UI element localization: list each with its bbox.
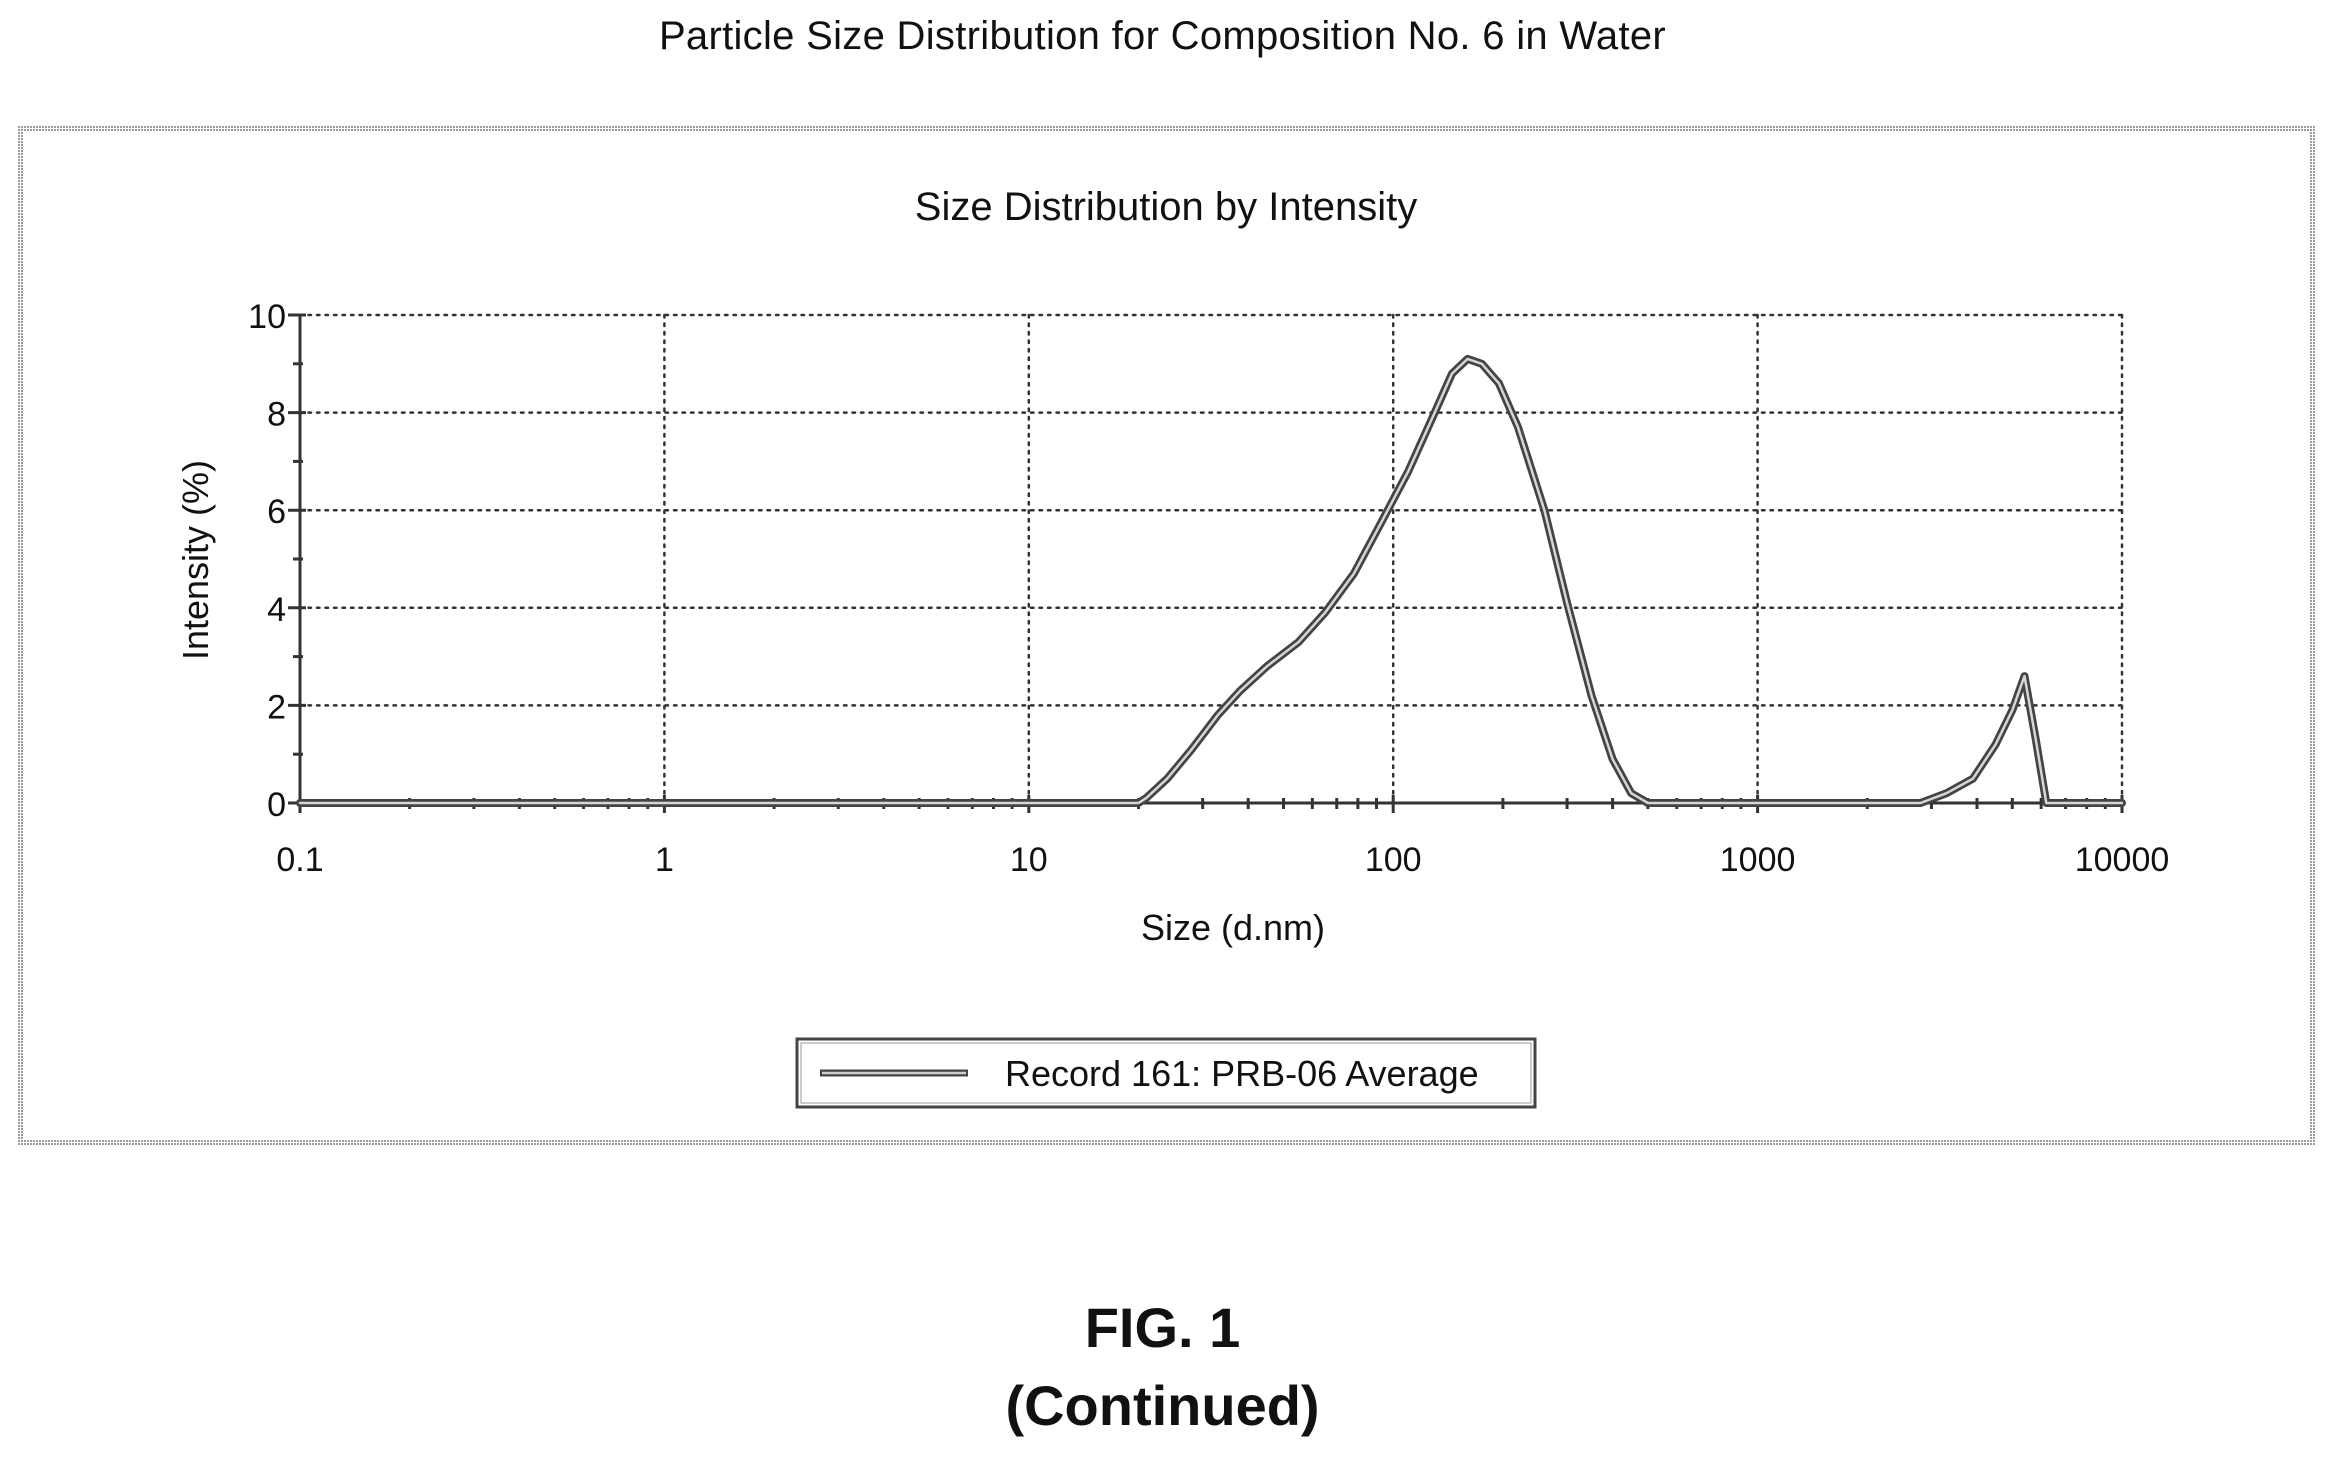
- chart-title: Size Distribution by Intensity: [915, 185, 1417, 229]
- y-tick-label: 6: [267, 493, 286, 531]
- x-tick-label: 1: [655, 841, 674, 879]
- x-tick-labels: 0.1 1 10 100 1000 10000: [276, 841, 2169, 879]
- legend-label: Record 161: PRB-06 Average: [1005, 1053, 1479, 1094]
- y-tick-labels: 0 2 4 6 8 10: [248, 298, 286, 824]
- y-tick-label: 2: [267, 688, 286, 726]
- series-line: [296, 354, 2126, 807]
- y-axis-label: Intensity (%): [175, 460, 216, 660]
- x-tick-label: 100: [1365, 841, 1422, 879]
- series-line-highlight: [298, 357, 2124, 805]
- legend-box-inner: [800, 1042, 1532, 1104]
- legend: Record 161: PRB-06 Average: [795, 1037, 1537, 1109]
- series-layer: [296, 354, 2126, 807]
- x-axis-label: Size (d.nm): [1141, 907, 1325, 948]
- y-tick-label: 10: [248, 298, 286, 336]
- chart: Size Distribution by Intensity 0.1 1 10 100…: [17, 125, 2315, 1145]
- chart-grid: [298, 313, 2124, 805]
- chart-frame: [17, 125, 2315, 1145]
- x-tick-label: 10000: [2075, 841, 2170, 879]
- y-tick-label: 0: [267, 786, 286, 824]
- y-tick-label: 8: [267, 396, 286, 434]
- x-tick-label: 1000: [1720, 841, 1796, 879]
- figure-continued-label: (Continued): [1005, 1374, 1320, 1437]
- figure-label: FIG. 1: [1084, 1296, 1241, 1359]
- x-tick-label: 10: [1010, 841, 1048, 879]
- x-tick-label: 0.1: [276, 841, 323, 879]
- y-tick-label: 4: [267, 591, 286, 629]
- page-title: Particle Size Distribution for Compositi…: [658, 14, 1667, 58]
